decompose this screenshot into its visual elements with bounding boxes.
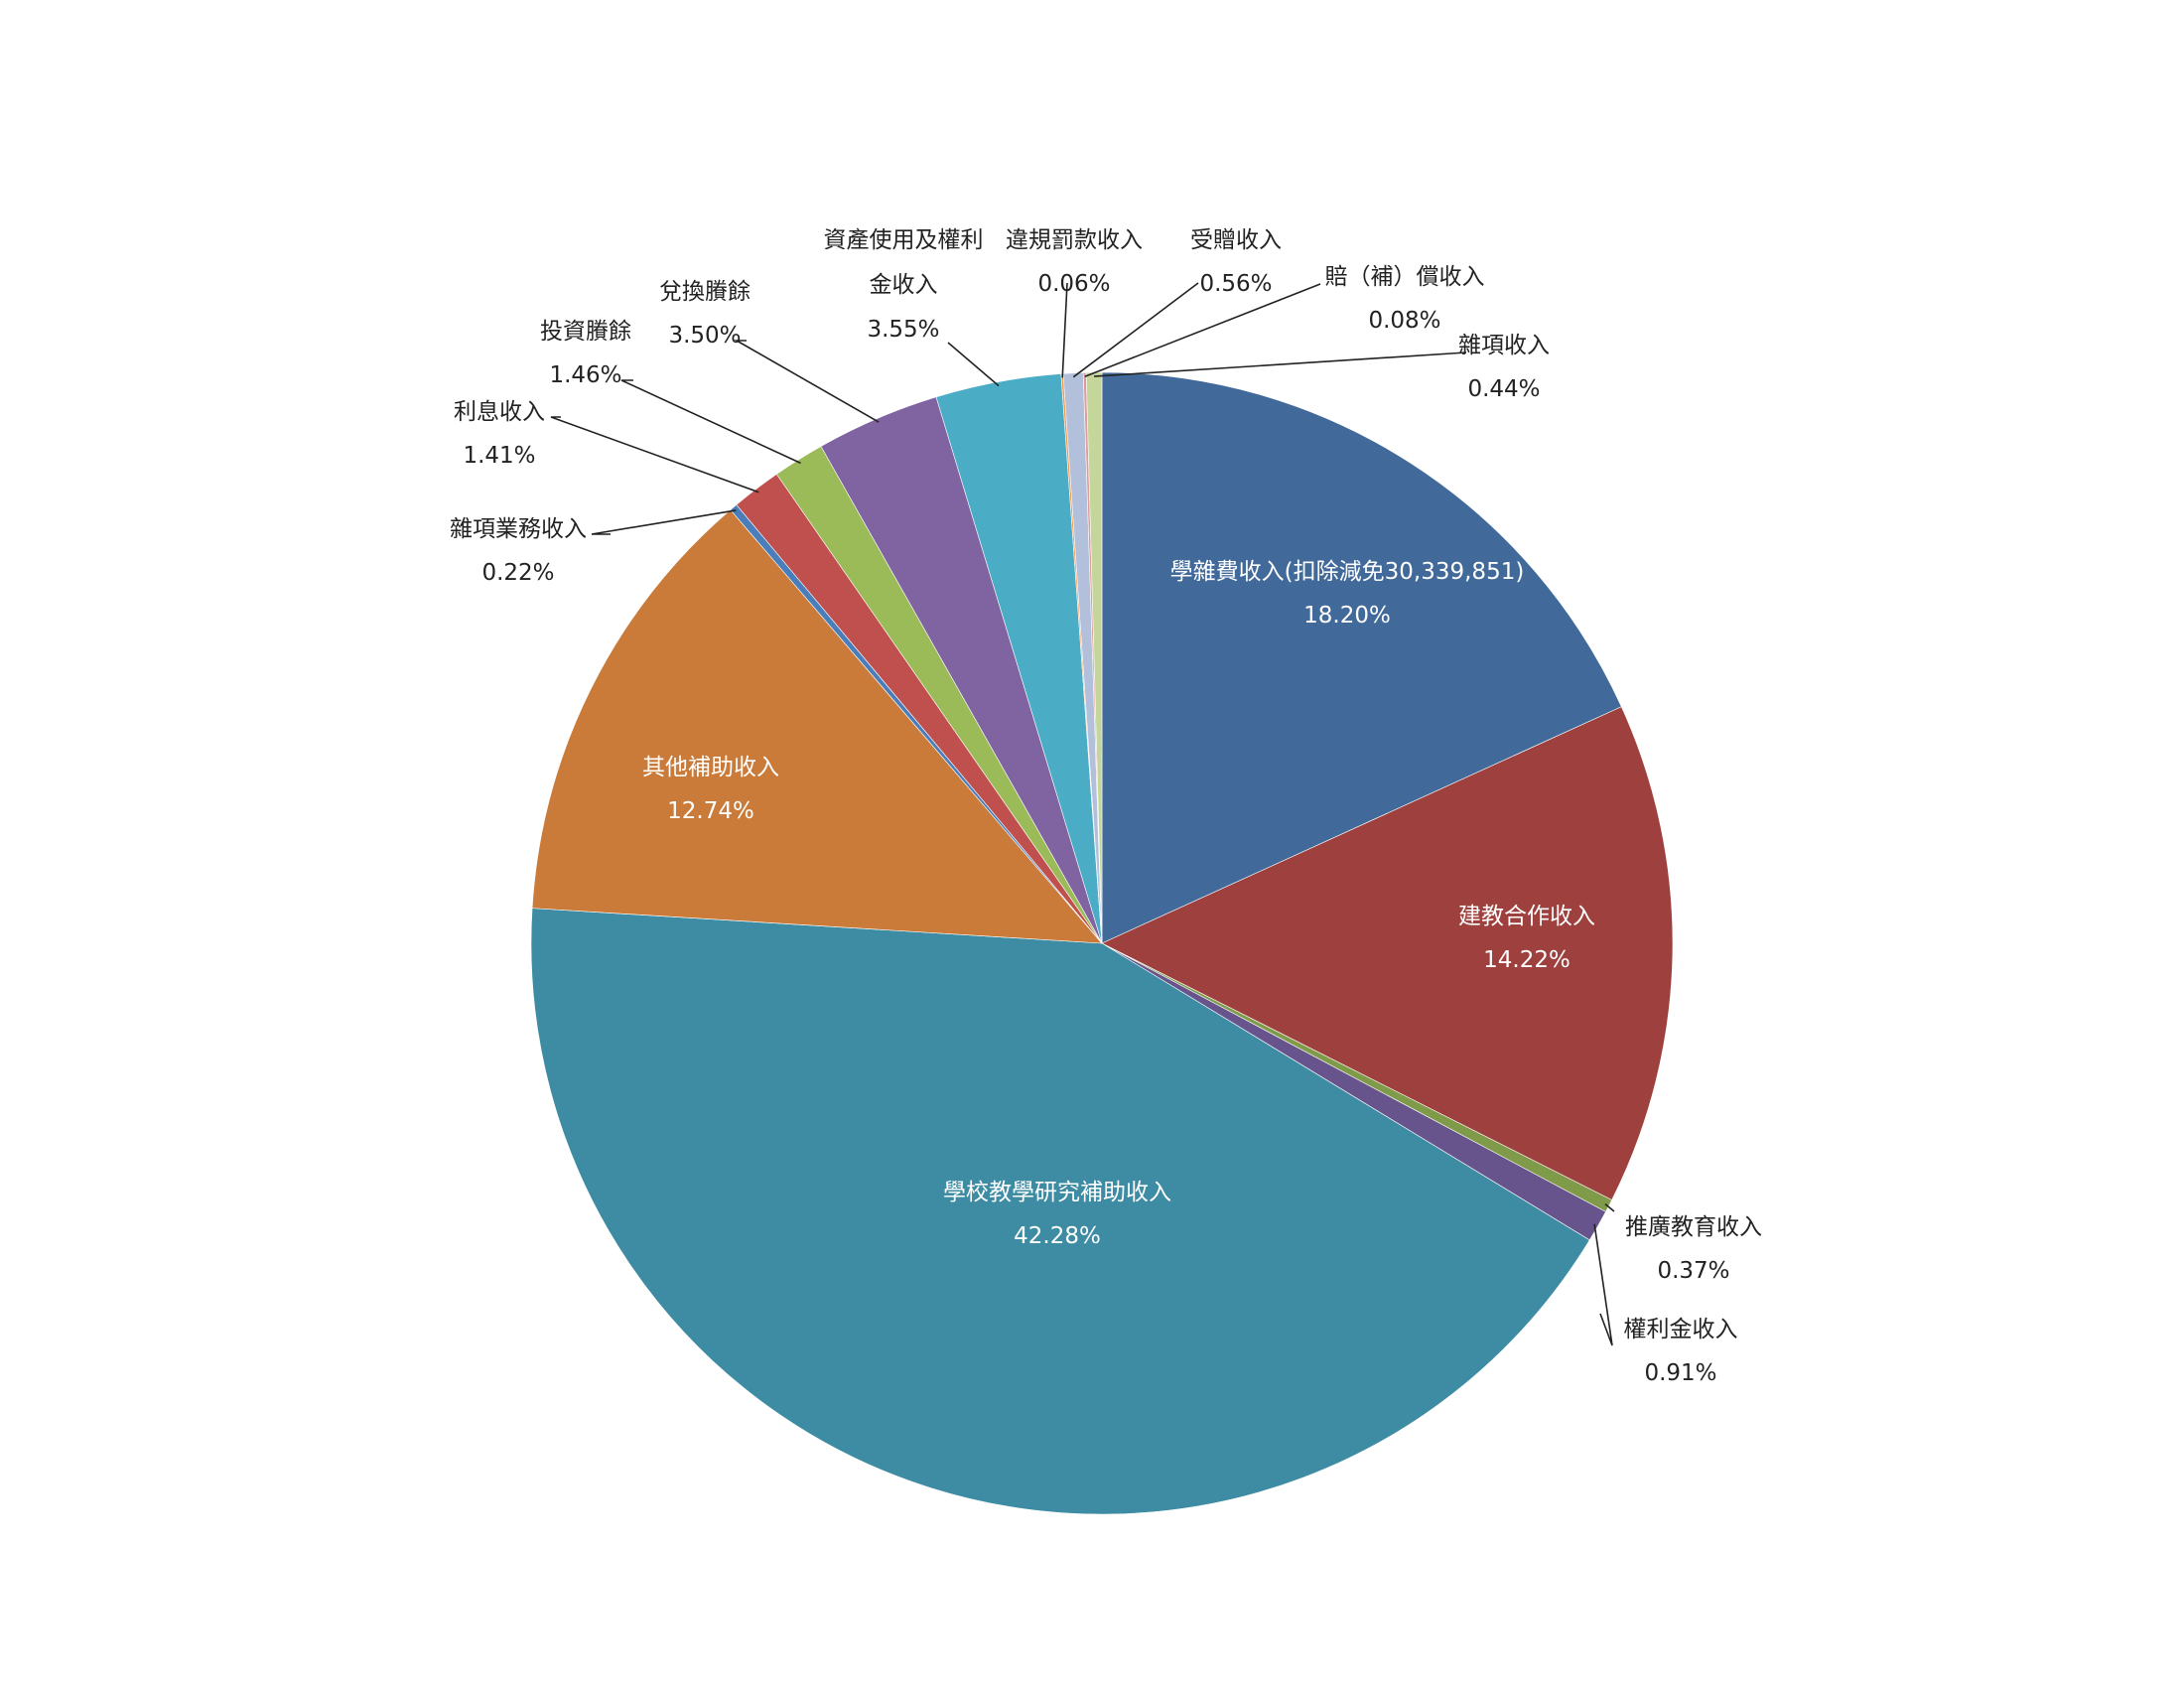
slice-value-2: 0.37%	[1657, 1258, 1729, 1284]
slice-label-11: 違規罰款收入	[1006, 227, 1143, 253]
slice-labels: 學雜費收入(扣除減免30,339,851) 18.20% 建教合作收入 14.22% 推…	[450, 227, 1762, 1386]
slice-label-1: 建教合作收入	[1458, 904, 1595, 929]
leader-line-3	[1593, 1223, 1613, 1346]
slice-label-10: 金收入	[870, 272, 938, 298]
slice-value-3: 0.91%	[1644, 1360, 1716, 1386]
leader-lines	[550, 282, 1615, 1346]
leader-line-10	[947, 342, 1000, 387]
slice-value-9: 3.50%	[668, 323, 741, 349]
slice-label-14: 雜項收入	[1458, 333, 1550, 358]
leader-line-12	[1072, 282, 1199, 378]
slice-value-8: 1.46%	[549, 362, 621, 388]
slice-value-1: 14.22%	[1483, 947, 1570, 973]
pie-slice-0	[1101, 371, 1622, 944]
slice-value-14: 0.44%	[1467, 376, 1540, 402]
slice-label-6: 雜項業務收入	[450, 516, 587, 542]
slice-label-12: 受贈收入	[1190, 227, 1282, 253]
slice-value-7: 1.41%	[463, 443, 535, 469]
slice-value-0: 18.20%	[1303, 603, 1391, 629]
slice-value-6: 0.22%	[481, 560, 554, 586]
leader-line-2	[1604, 1202, 1615, 1212]
leader-line-9	[733, 340, 880, 423]
pie-slice-5	[531, 509, 1103, 944]
slice-label-10: 資產使用及權利	[824, 227, 984, 253]
slice-label-9: 兌換賸餘	[659, 279, 751, 305]
pie-slice-1	[1101, 706, 1674, 1200]
slice-label-8: 投資賸餘	[540, 319, 631, 345]
slice-label-2: 推廣教育收入	[1625, 1214, 1762, 1240]
leader-line-7	[550, 416, 759, 493]
slice-label-4: 學校教學研究補助收入	[943, 1180, 1171, 1205]
slice-value-5: 12.74%	[667, 798, 754, 824]
pie-slice-4	[530, 908, 1590, 1515]
slice-value-4: 42.28%	[1014, 1223, 1101, 1249]
slice-value-12: 0.56%	[1199, 271, 1272, 297]
pie-slices	[530, 371, 1674, 1515]
leader-line-14	[1094, 352, 1467, 377]
slice-value-13: 0.08%	[1368, 308, 1440, 334]
slice-label-7: 利息收入	[454, 399, 545, 425]
leader-line-11	[1061, 282, 1068, 378]
slice-label-0: 學雜費收入(扣除減免30,339,851)	[1170, 559, 1525, 585]
leader-line-6	[591, 509, 737, 535]
slice-label-3: 權利金收入	[1624, 1317, 1738, 1342]
leader-line-8	[620, 379, 801, 465]
slice-value-10: 3.55%	[867, 317, 939, 343]
slice-label-5: 其他補助收入	[642, 755, 779, 780]
leader-line-13	[1084, 283, 1321, 378]
slice-value-11: 0.06%	[1037, 271, 1110, 297]
slice-label-13: 賠（補）償收入	[1325, 264, 1485, 290]
